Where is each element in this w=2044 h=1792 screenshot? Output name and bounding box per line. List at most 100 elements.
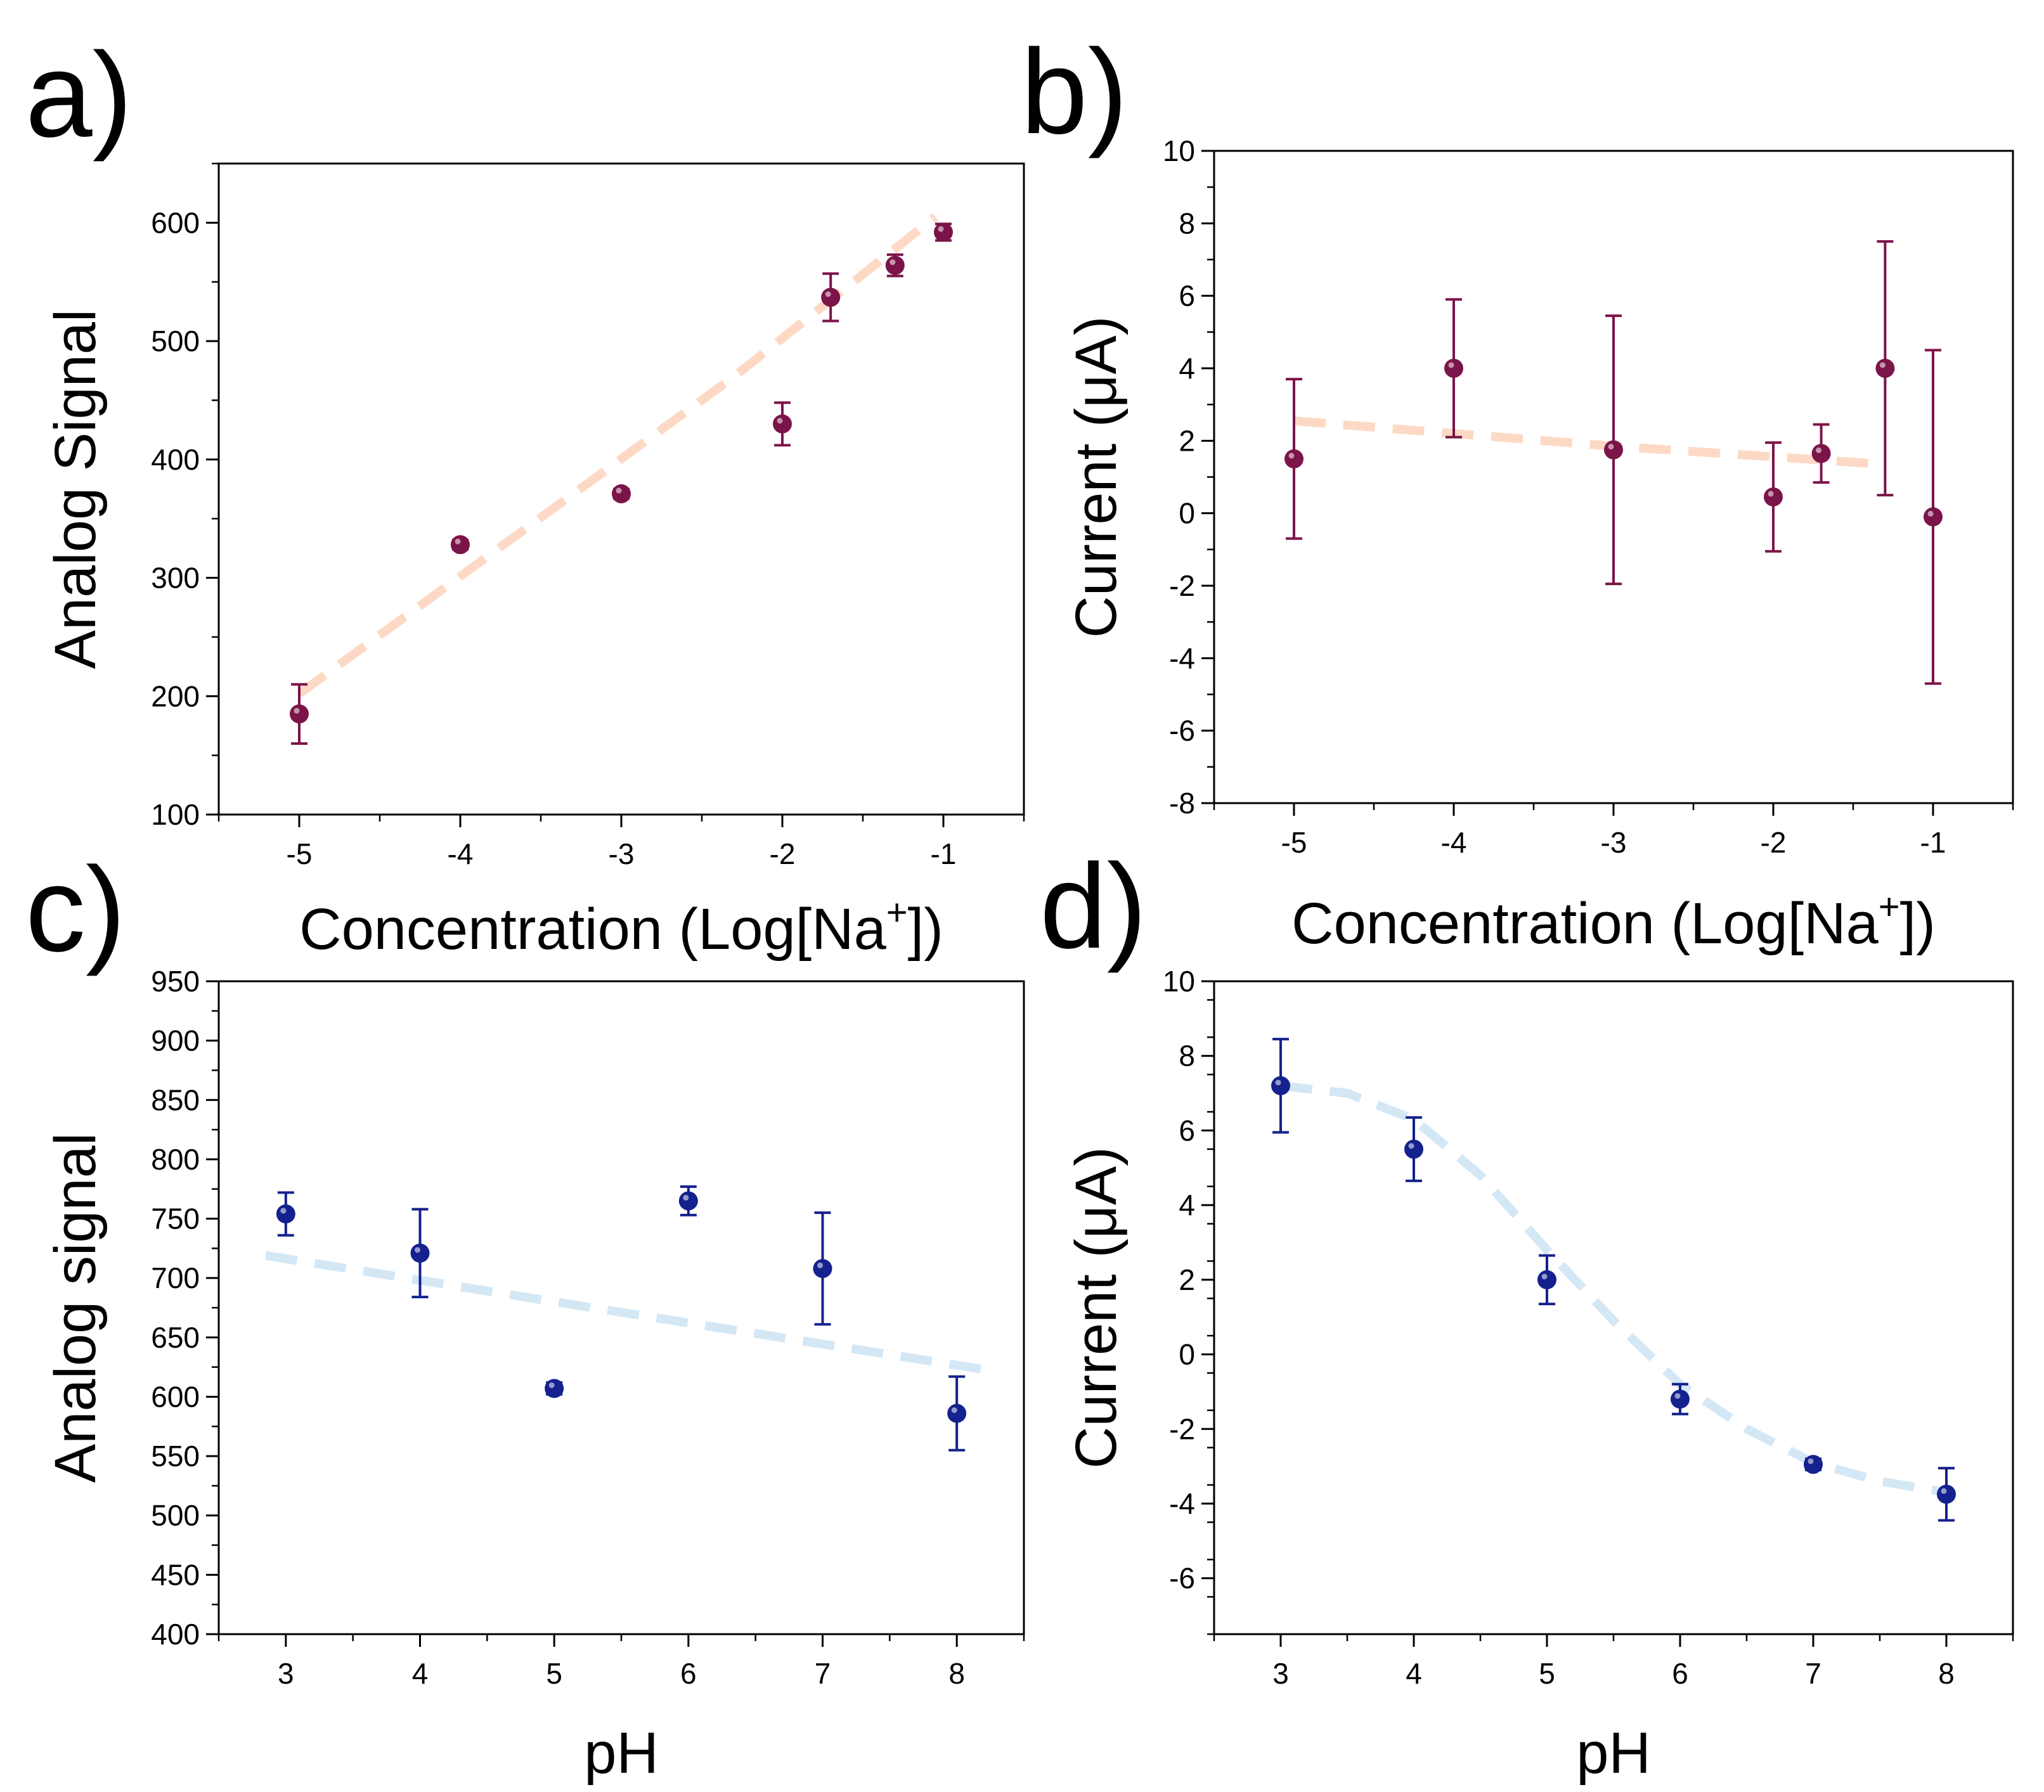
fit-line — [296, 213, 938, 698]
data-point — [276, 1204, 295, 1224]
data-point-highlight — [1941, 1488, 1947, 1494]
y-tick-label: 600 — [151, 1380, 200, 1413]
x-tick-label: 3 — [1272, 1657, 1289, 1690]
x-tick-label: -3 — [1601, 826, 1627, 859]
y-tick-label: -4 — [1169, 641, 1195, 674]
y-tick-label: 750 — [151, 1202, 200, 1235]
y-tick-label: 500 — [151, 1499, 200, 1532]
data-point-highlight — [683, 1194, 689, 1201]
x-axis-title-main: Concentration (Log[Na — [1291, 891, 1879, 956]
data-point — [290, 704, 309, 724]
x-axis-title: pH — [1576, 1721, 1651, 1786]
data-point-highlight — [1608, 444, 1614, 450]
x-tick-label: 6 — [680, 1657, 697, 1690]
y-tick-label: 6 — [1179, 1114, 1195, 1147]
y-tick-label: 500 — [151, 325, 200, 358]
data-point-highlight — [777, 418, 783, 424]
y-axis-title: Current (μA) — [1064, 316, 1129, 638]
y-tick-label: 4 — [1179, 352, 1195, 385]
x-tick-label: 5 — [1539, 1657, 1555, 1690]
y-tick-label: 10 — [1163, 134, 1195, 167]
x-tick-label: -1 — [931, 837, 957, 870]
y-tick-label: 4 — [1179, 1189, 1195, 1222]
y-tick-label: 100 — [151, 798, 200, 831]
x-tick-label: -2 — [770, 837, 796, 870]
x-tick-label: -1 — [1920, 826, 1946, 859]
data-point — [813, 1259, 832, 1279]
chart-panel-d: d) 3 4 5 6 7 8 -6 -4 -2 0 2 4 6 8 10 pH Current (μA) — [1040, 839, 2014, 1786]
data-point — [773, 414, 792, 434]
x-axis-title: Concentration (Log[Na+]) — [299, 892, 943, 962]
y-tick-label: 8 — [1179, 1040, 1195, 1073]
y-tick-label: 400 — [151, 443, 200, 476]
data-point-highlight — [1448, 362, 1454, 368]
data-point — [1811, 444, 1831, 463]
y-tick-label: 400 — [151, 1618, 200, 1651]
y-tick-label: -2 — [1169, 569, 1195, 602]
y-tick-label: 0 — [1179, 1338, 1195, 1371]
data-point-highlight — [889, 259, 896, 266]
y-tick-label: 550 — [151, 1440, 200, 1473]
data-point — [1404, 1139, 1423, 1159]
data-point — [1284, 449, 1303, 468]
x-axis-title-main: Concentration (Log[Na — [299, 897, 886, 962]
data-point-highlight — [455, 538, 461, 545]
data-point — [947, 1403, 967, 1423]
y-axis-title: Analog Signal — [43, 309, 108, 669]
data-point — [612, 484, 631, 503]
y-tick-label: -2 — [1169, 1412, 1195, 1445]
y-tick-label: 850 — [151, 1083, 200, 1116]
panel-label: a) — [25, 28, 133, 162]
x-tick-label: -3 — [609, 837, 635, 870]
y-tick-label: 950 — [151, 965, 200, 998]
data-point — [451, 535, 470, 555]
data-point-highlight — [951, 1407, 957, 1414]
x-axis-title: Concentration (Log[Na+]) — [1291, 886, 1936, 956]
y-tick-label: 2 — [1179, 424, 1195, 457]
data-point — [1937, 1485, 1956, 1504]
panel-label: d) — [1040, 839, 1147, 974]
data-point — [410, 1243, 430, 1263]
data-point — [934, 222, 953, 242]
x-tick-label: 7 — [815, 1657, 831, 1690]
chart-panel-b: b) -5 -4 -3 -2 -1 -8 -6 -4 -2 0 2 4 6 8 10 Concentration… — [1021, 25, 2014, 956]
x-axis-title-suffix: ]) — [908, 897, 943, 962]
data-point — [1604, 440, 1623, 460]
data-point — [678, 1191, 698, 1211]
x-axis-title: pH — [584, 1721, 659, 1786]
data-point — [821, 288, 841, 307]
panel-label: b) — [1021, 25, 1128, 159]
data-point-highlight — [294, 707, 300, 714]
y-tick-label: 450 — [151, 1558, 200, 1591]
x-tick-label: -4 — [1441, 826, 1467, 859]
x-axis-title-suffix: ]) — [1900, 891, 1936, 956]
x-tick-label: 8 — [1938, 1657, 1955, 1690]
y-tick-label: 2 — [1179, 1263, 1195, 1296]
data-point — [885, 255, 905, 275]
data-point — [545, 1379, 564, 1398]
data-point-highlight — [1674, 1393, 1681, 1399]
x-axis-title-main: pH — [584, 1721, 659, 1786]
chart-panel-c: c) 3 4 5 6 7 8 400 450 500 550 600 650 700 750 800 850 90… — [25, 842, 1025, 1786]
y-tick-label: -6 — [1169, 1562, 1195, 1595]
data-point-highlight — [1808, 1458, 1814, 1464]
x-axis-title-superscript: + — [1879, 886, 1900, 927]
data-point-highlight — [616, 487, 622, 494]
data-point-highlight — [280, 1208, 287, 1214]
data-point — [1671, 1389, 1690, 1409]
y-tick-label: 200 — [151, 680, 200, 712]
x-tick-label: -5 — [1281, 826, 1307, 859]
x-tick-label: 3 — [278, 1657, 294, 1690]
y-tick-label: 800 — [151, 1143, 200, 1176]
data-point — [1924, 507, 1943, 527]
data-point — [1875, 359, 1895, 378]
fit-line — [1280, 1081, 1948, 1497]
x-tick-label: -2 — [1761, 826, 1787, 859]
y-tick-label: 900 — [151, 1024, 200, 1057]
panel-label: c) — [25, 842, 126, 977]
x-tick-label: 4 — [1406, 1657, 1422, 1690]
data-point-highlight — [825, 291, 831, 297]
data-point-highlight — [415, 1247, 420, 1253]
